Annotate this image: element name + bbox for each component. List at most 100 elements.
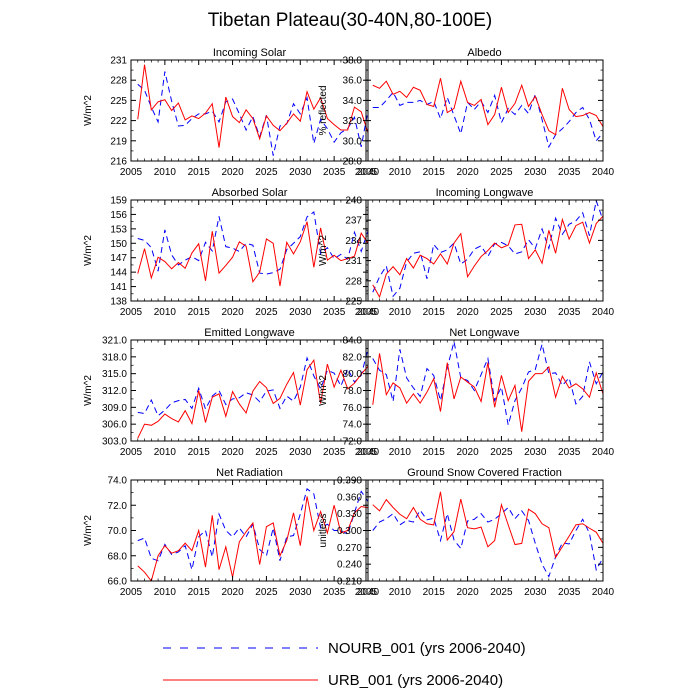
y-tick-label: 0.360 (337, 492, 362, 503)
panel-title: Ground Snow Covered Fraction (407, 467, 562, 479)
plot-frame (365, 339, 604, 442)
y-tick-label: 225 (110, 96, 127, 107)
y-tick-label: 231 (110, 56, 127, 67)
y-tick-label: 68.0 (108, 551, 128, 562)
y-tick-label: 32.0 (343, 116, 363, 127)
panel-net-radiation: Net Radiation W/m^2 2005 2010 2015 2020 2025 20… (83, 467, 380, 598)
panel-title: Emitted Longwave (204, 327, 295, 339)
series-line-nourb-001 (372, 200, 603, 298)
x-tick-label: 2025 (490, 447, 513, 458)
series-line-nourb-001 (137, 348, 368, 417)
plot-frame (130, 339, 369, 442)
y-tick-label: 38.0 (343, 56, 363, 67)
x-tick-label: 2020 (221, 447, 244, 458)
x-tick-label: 2015 (188, 307, 211, 318)
x-tick-label: 2025 (255, 307, 278, 318)
panel-incoming-solar: Incoming Solar W/m^2 2005 2010 2015 2020 2025 2… (83, 47, 380, 178)
x-tick-label: 2010 (389, 447, 412, 458)
y-axis-label: W/m^2 (83, 375, 94, 406)
y-axis-label: W/m^2 (83, 95, 94, 126)
series-line-urb-001 (137, 358, 368, 439)
plot-frame (365, 479, 604, 582)
x-tick-label: 2010 (154, 167, 177, 178)
panel-incoming-longwave: Incoming Longwave W/m^2 2005 2010 2015 2020 20… (318, 187, 615, 318)
legend: NOURB_001 (yrs 2006-2040) URB_001 (yrs 2… (163, 640, 526, 689)
x-tick-label: 2035 (558, 447, 581, 458)
x-tick-label: 2025 (490, 587, 513, 598)
y-tick-label: 144 (110, 268, 127, 279)
x-tick-label: 2020 (456, 307, 479, 318)
y-tick-label: 231 (345, 256, 362, 267)
y-tick-label: 225 (345, 297, 362, 308)
series-line-nourb-001 (137, 487, 368, 570)
y-tick-label: 153 (110, 224, 127, 235)
y-tick-label: 0.210 (337, 577, 362, 588)
y-tick-label: 216 (110, 157, 127, 168)
x-tick-label: 2005 (120, 447, 143, 458)
x-tick-label: 2020 (456, 167, 479, 178)
panel-title: Absorbed Solar (212, 187, 288, 199)
y-tick-label: 321.0 (102, 336, 127, 347)
x-tick-label: 2030 (524, 447, 547, 458)
x-tick-label: 2010 (154, 587, 177, 598)
y-axis-label: W/m^2 (318, 375, 329, 406)
x-tick-label: 2040 (592, 447, 615, 458)
x-tick-label: 2035 (323, 447, 346, 458)
x-tick-label: 2010 (389, 167, 412, 178)
y-tick-label: 159 (110, 196, 127, 207)
x-tick-label: 2030 (524, 167, 547, 178)
x-tick-label: 2020 (221, 587, 244, 598)
x-tick-label: 2015 (188, 447, 211, 458)
series-line-nourb-001 (372, 91, 603, 149)
x-tick-label: 2030 (289, 587, 312, 598)
legend-label-nourb: NOURB_001 (yrs 2006-2040) (328, 640, 526, 657)
y-tick-label: 34.0 (343, 96, 363, 107)
y-tick-label: 80.0 (343, 369, 363, 380)
y-axis-label: W/m^2 (83, 515, 94, 546)
y-tick-label: 0.330 (337, 509, 362, 520)
panel-emitted-longwave: Emitted Longwave W/m^2 2005 2010 2015 2020 202… (83, 327, 380, 458)
x-tick-label: 2025 (490, 307, 513, 318)
x-tick-label: 2015 (188, 167, 211, 178)
series-line-urb-001 (137, 221, 368, 287)
x-tick-label: 2035 (323, 167, 346, 178)
y-tick-label: 309.0 (102, 403, 127, 414)
y-tick-label: 74.0 (343, 420, 363, 431)
y-tick-label: 156 (110, 210, 127, 221)
x-tick-label: 2030 (524, 587, 547, 598)
x-tick-label: 2015 (188, 587, 211, 598)
x-tick-label: 2040 (592, 587, 615, 598)
x-tick-label: 2005 (355, 167, 378, 178)
y-tick-label: 147 (110, 253, 127, 264)
panel-ground-snow-covered-fraction: Ground Snow Covered Fraction unitless 2005… (318, 467, 615, 598)
y-tick-label: 219 (110, 136, 127, 147)
x-tick-label: 2040 (592, 307, 615, 318)
figure-title: Tibetan Plateau(30-40N,80-100E) (208, 10, 492, 31)
x-tick-label: 2025 (255, 587, 278, 598)
x-tick-label: 2005 (355, 307, 378, 318)
y-axis-label: % reflected (318, 85, 329, 135)
y-tick-label: 240 (345, 196, 362, 207)
x-tick-label: 2020 (456, 587, 479, 598)
y-tick-label: 72.0 (343, 437, 363, 448)
series-line-urb-001 (372, 491, 603, 559)
y-tick-label: 222 (110, 116, 127, 127)
y-tick-label: 0.390 (337, 476, 362, 487)
y-axis-label: W/m^2 (318, 235, 329, 266)
y-tick-label: 0.300 (337, 526, 362, 537)
x-tick-label: 2010 (389, 307, 412, 318)
panels-group: Incoming Solar W/m^2 2005 2010 2015 2020 2025 2… (83, 47, 615, 598)
panel-title: Net Radiation (216, 467, 283, 479)
panel-net-longwave: Net Longwave W/m^2 2005 2010 2015 2020 2025 203… (318, 327, 615, 458)
x-tick-label: 2015 (423, 167, 446, 178)
series-line-nourb-001 (372, 341, 603, 426)
y-tick-label: 312.0 (102, 386, 127, 397)
panel-albedo: Albedo % reflected 2005 2010 2015 2020 2025 203… (318, 47, 615, 178)
x-tick-label: 2005 (120, 167, 143, 178)
series-line-nourb-001 (137, 71, 368, 156)
panel-title: Incoming Longwave (436, 187, 534, 199)
x-tick-label: 2035 (323, 587, 346, 598)
y-tick-label: 36.0 (343, 76, 363, 87)
series-line-urb-001 (372, 215, 603, 299)
y-tick-label: 72.0 (108, 501, 128, 512)
